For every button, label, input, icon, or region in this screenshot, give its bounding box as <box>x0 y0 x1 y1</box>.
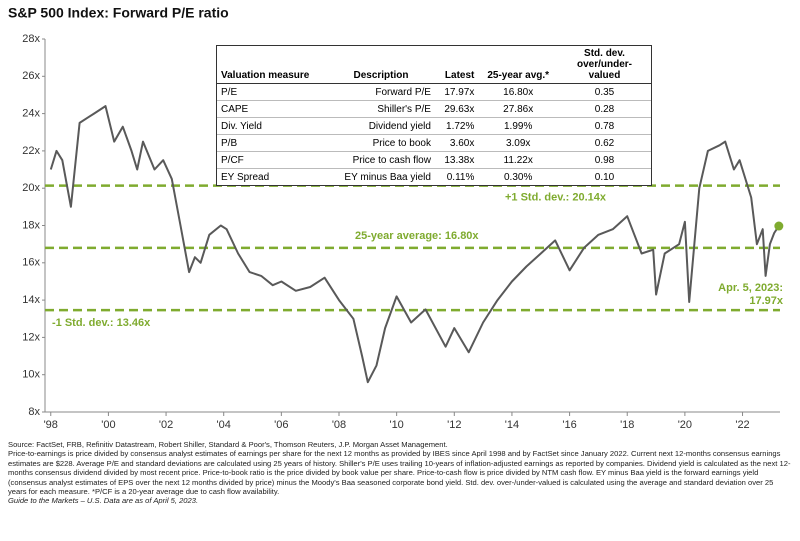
y-tick-label: 16x <box>22 257 40 269</box>
column-header: Std. dev. over/under-valued <box>558 46 651 84</box>
column-header: Description <box>327 46 435 84</box>
table-cell: 27.86x <box>478 100 558 118</box>
table-row: Div. Yield Dividend yield 1.72% 1.99% 0.78 <box>217 117 651 135</box>
table-cell: Shiller's P/E <box>327 100 435 118</box>
table-row: P/CF Price to cash flow 13.38x 11.22x 0.98 <box>217 151 651 169</box>
table-row: P/B Price to book 3.60x 3.09x 0.62 <box>217 134 651 152</box>
x-tick-label: '12 <box>447 419 461 431</box>
y-tick-label: 14x <box>22 294 40 306</box>
table-cell: Price to cash flow <box>327 151 435 169</box>
footnote: Price-to-earnings is price divided by co… <box>8 449 791 497</box>
x-tick-label: '20 <box>678 419 692 431</box>
valuation-table: Valuation measure Description Latest 25-yea… <box>216 45 652 186</box>
reference-label: +1 Std. dev.: 20.14x <box>505 191 607 203</box>
table-row: P/E Forward P/E 17.97x 16.80x 0.35 <box>217 83 651 101</box>
table-header-row: Valuation measure Description Latest 25-yea… <box>217 46 651 84</box>
table-cell: 1.72% <box>434 117 479 135</box>
last-point-label: 17.97x <box>749 295 784 307</box>
table-cell: Div. Yield <box>217 117 328 135</box>
x-tick-label: '16 <box>562 419 576 431</box>
table-cell: P/B <box>217 134 328 152</box>
table-cell: 3.09x <box>478 134 558 152</box>
table-cell: 0.78 <box>558 117 651 135</box>
table-cell: 11.22x <box>478 151 558 169</box>
table-cell: Price to book <box>327 134 435 152</box>
table-row: CAPE Shiller's P/E 29.63x 27.86x 0.28 <box>217 100 651 118</box>
x-tick-label: '02 <box>159 419 173 431</box>
table-cell: 0.62 <box>558 134 651 152</box>
table-cell: 1.99% <box>478 117 558 135</box>
table-cell: EY minus Baa yield <box>344 171 431 183</box>
table-cell: 16.80x <box>478 83 558 101</box>
pe-line <box>49 105 780 384</box>
y-tick-label: 8x <box>28 406 40 418</box>
column-header: 25-year avg.* <box>478 46 558 84</box>
table-cell: Dividend yield <box>327 117 435 135</box>
y-tick-label: 20x <box>22 182 40 194</box>
reference-label: 25-year average: 16.80x <box>355 230 479 242</box>
table-cell: 3.60x <box>434 134 479 152</box>
x-tick-label: '18 <box>620 419 634 431</box>
footnote: Source: FactSet, FRB, Refinitiv Datastre… <box>8 440 448 449</box>
table-cell: 0.35 <box>558 83 651 101</box>
y-tick-label: 28x <box>22 33 40 45</box>
y-tick-label: 10x <box>22 369 40 381</box>
table-cell: CAPE <box>217 100 328 118</box>
table-cell: 0.11% <box>446 171 475 183</box>
reference-label: -1 Std. dev.: 13.46x <box>52 317 151 329</box>
x-tick-label: '98 <box>44 419 58 431</box>
x-tick-label: '06 <box>274 419 288 431</box>
column-header: Latest <box>434 46 479 84</box>
x-tick-label: '08 <box>332 419 346 431</box>
x-tick-label: '22 <box>735 419 749 431</box>
y-tick-label: 12x <box>22 331 40 343</box>
table-cell: EY Spread <box>221 171 270 183</box>
last-point <box>774 221 784 231</box>
x-tick-label: '04 <box>217 419 231 431</box>
y-tick-label: 26x <box>22 70 40 82</box>
x-tick-label: '00 <box>101 419 115 431</box>
y-tick-label: 22x <box>22 145 40 157</box>
column-header: Valuation measure <box>217 46 328 84</box>
footnote: Guide to the Markets – U.S. Data are as … <box>8 496 199 506</box>
table-cell: 0.30% <box>504 171 533 183</box>
x-tick-label: '14 <box>505 419 519 431</box>
table-cell: 0.10 <box>594 171 615 183</box>
chart-title: S&P 500 Index: Forward P/E ratio <box>8 5 229 21</box>
table-cell: P/CF <box>217 151 328 169</box>
footnotes: Source: FactSet, FRB, Refinitiv Datastre… <box>8 440 793 506</box>
table-cell: P/E <box>217 83 328 101</box>
table-cell: Forward P/E <box>327 83 435 101</box>
table-cell: 0.98 <box>558 151 651 169</box>
table-cell: 17.97x <box>434 83 479 101</box>
table-cell: 13.38x <box>434 151 479 169</box>
y-tick-label: 24x <box>22 108 40 120</box>
y-tick-label: 18x <box>22 219 40 231</box>
table-cell: 29.63x <box>434 100 479 118</box>
table-row: EY Spread EY minus Baa yield 0.11% 0.30% 0.1… <box>217 169 651 186</box>
last-point-label: Apr. 5, 2023: <box>718 282 783 294</box>
table: Valuation measure Description Latest 25-yea… <box>217 46 651 185</box>
table-cell: 0.28 <box>558 100 651 118</box>
x-tick-label: '10 <box>389 419 403 431</box>
